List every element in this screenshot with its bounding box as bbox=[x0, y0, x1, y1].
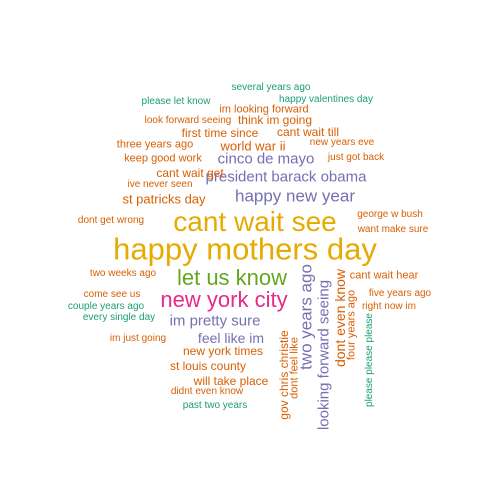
word-right-now-im: right now im bbox=[362, 301, 416, 312]
word-ive-never-seen: ive never seen bbox=[127, 179, 193, 190]
word-four-years-ago: four years ago bbox=[345, 289, 358, 361]
word-looking-forward-seeing: looking forward seeing bbox=[315, 279, 333, 431]
word-feel-like-im: feel like im bbox=[197, 330, 265, 346]
word-let-us-know: let us know bbox=[176, 265, 288, 290]
word-three-years-ago: three years ago bbox=[116, 138, 194, 151]
word-st-patricks-day: st patricks day bbox=[122, 191, 206, 207]
word-cant-wait-get: cant wait get bbox=[156, 166, 224, 180]
word-happy-valentines-day: happy valentines day bbox=[279, 94, 373, 105]
word-every-single-day: every single day bbox=[82, 312, 156, 323]
word-im-just-going: im just going bbox=[109, 333, 167, 344]
word-come-see-us: come see us bbox=[83, 289, 141, 300]
word-keep-good-work: keep good work bbox=[124, 152, 202, 165]
word-world-war-ii: world war ii bbox=[220, 138, 286, 154]
word-dont-feel-like: dont feel like bbox=[288, 337, 301, 399]
word-just-got-back: just got back bbox=[327, 152, 385, 163]
word-new-york-times: new york times bbox=[182, 344, 264, 358]
word-president-barack-obama: president barack obama bbox=[205, 168, 367, 186]
word-cant-wait-hear: cant wait hear bbox=[349, 269, 419, 282]
word-look-forward-seeing: look forward seeing bbox=[144, 115, 232, 126]
word-two-weeks-ago: two weeks ago bbox=[89, 268, 157, 279]
word-will-take-place: will take place bbox=[193, 374, 269, 388]
word-several-years-ago: several years ago bbox=[231, 82, 311, 93]
word-please-please-please: please please please bbox=[364, 313, 375, 407]
word-new-years-eve: new years eve bbox=[309, 137, 375, 148]
word-five-years-ago: five years ago bbox=[368, 288, 432, 299]
word-first-time-since: first time since bbox=[181, 126, 259, 140]
word-please-let-know: please let know bbox=[141, 96, 211, 107]
word-happy-mothers-day: happy mothers day bbox=[113, 231, 377, 267]
word-george-w-bush: george w bush bbox=[357, 209, 423, 220]
word-past-two-years: past two years bbox=[182, 400, 248, 411]
word-cant-wait-till: cant wait till bbox=[276, 125, 340, 139]
word-im-pretty-sure: im pretty sure bbox=[169, 312, 261, 330]
word-didnt-even-know: didnt even know bbox=[170, 386, 244, 397]
word-cinco-de-mayo: cinco de mayo bbox=[217, 150, 315, 168]
word-couple-years-ago: couple years ago bbox=[67, 301, 145, 312]
word-dont-get-wrong: dont get wrong bbox=[77, 215, 145, 226]
word-want-make-sure: want make sure bbox=[357, 224, 429, 235]
word-st-louis-county: st louis county bbox=[169, 359, 247, 373]
word-im-looking-forward: im looking forward bbox=[219, 103, 309, 116]
word-happy-new-year: happy new year bbox=[234, 186, 356, 206]
word-new-york-city: new york city bbox=[160, 287, 288, 312]
word-think-im-going: think im going bbox=[237, 113, 313, 127]
word-cant-wait-see: cant wait see bbox=[173, 206, 337, 237]
